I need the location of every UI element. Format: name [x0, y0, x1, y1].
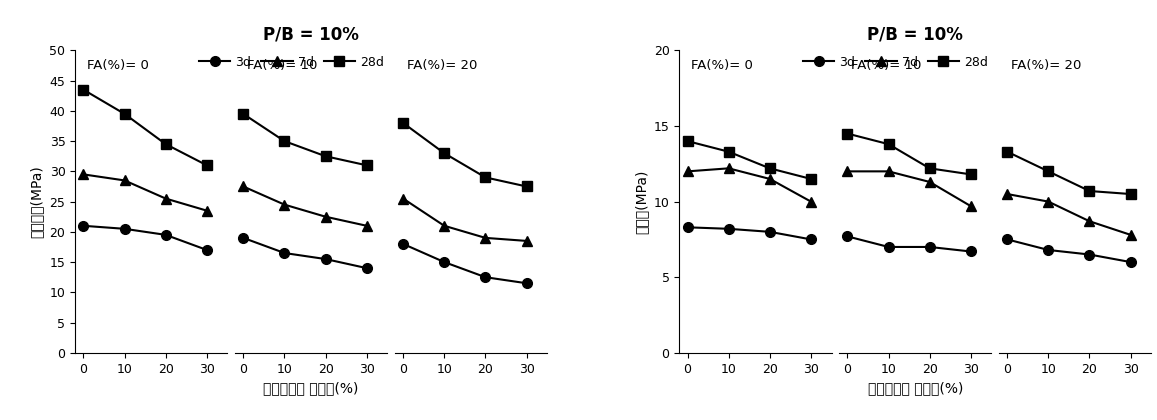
Legend: 3d, 7d, 28d: 3d, 7d, 28d — [194, 50, 389, 74]
Text: FA(%)= 0: FA(%)= 0 — [692, 60, 753, 73]
Text: FA(%)= 20: FA(%)= 20 — [407, 60, 478, 73]
Text: FA(%)= 20: FA(%)= 20 — [1011, 60, 1082, 73]
X-axis label: 고로슬래그 치환율(%): 고로슬래그 치환율(%) — [264, 381, 359, 395]
Title: P/B = 10%: P/B = 10% — [868, 25, 963, 43]
Title: P/B = 10%: P/B = 10% — [264, 25, 359, 43]
Text: FA(%)= 10: FA(%)= 10 — [248, 60, 318, 73]
Y-axis label: 휘강도(MPa): 휘강도(MPa) — [634, 169, 648, 234]
Y-axis label: 압축강도(MPa): 압축강도(MPa) — [30, 165, 44, 238]
Text: FA(%)= 10: FA(%)= 10 — [852, 60, 922, 73]
Legend: 3d, 7d, 28d: 3d, 7d, 28d — [798, 50, 993, 74]
Text: FA(%)= 0: FA(%)= 0 — [88, 60, 149, 73]
X-axis label: 고로슬래그 치환율(%): 고로슬래그 치환율(%) — [868, 381, 963, 395]
